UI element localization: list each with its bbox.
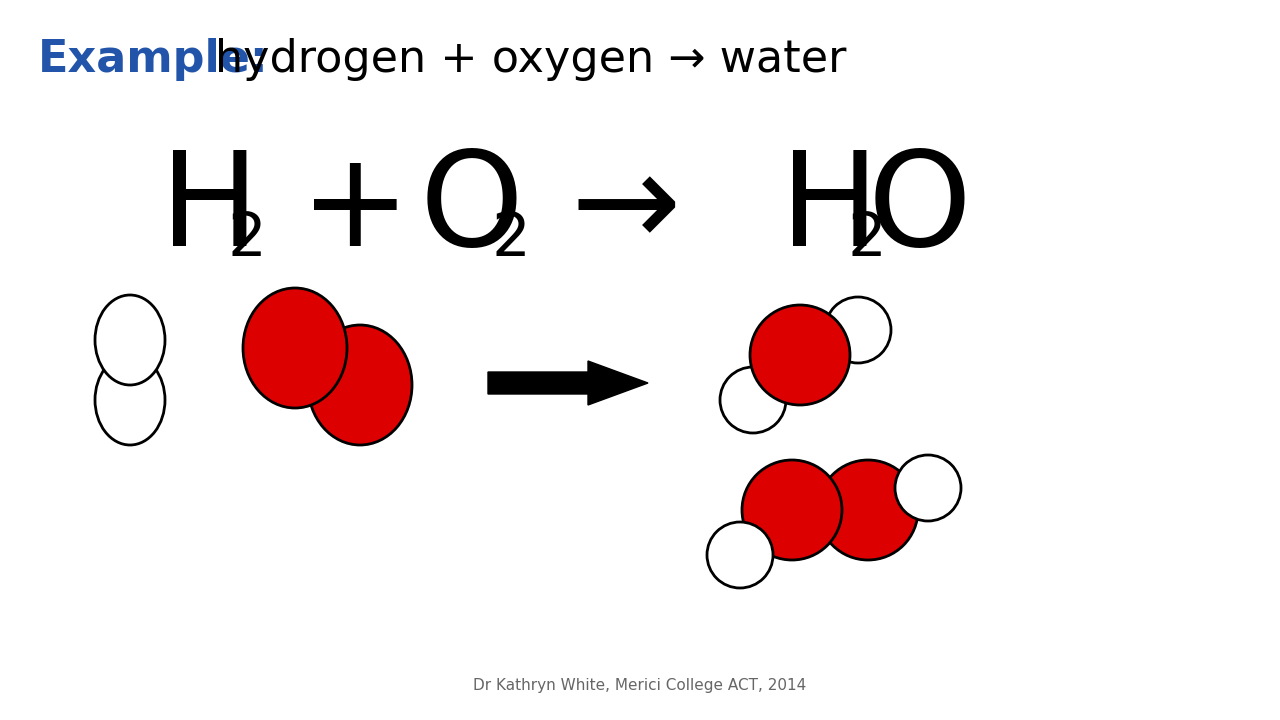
Text: 2: 2	[228, 210, 266, 269]
Ellipse shape	[707, 522, 773, 588]
Text: +: +	[300, 146, 411, 274]
Ellipse shape	[895, 455, 961, 521]
Ellipse shape	[719, 367, 786, 433]
Ellipse shape	[95, 355, 165, 445]
Text: →: →	[570, 146, 681, 274]
Text: O: O	[868, 146, 972, 274]
Text: O: O	[420, 146, 524, 274]
Ellipse shape	[95, 295, 165, 385]
Text: H: H	[160, 146, 260, 274]
Text: 2: 2	[849, 210, 887, 269]
Ellipse shape	[243, 288, 347, 408]
Ellipse shape	[818, 460, 918, 560]
Text: Dr Kathryn White, Merici College ACT, 2014: Dr Kathryn White, Merici College ACT, 20…	[474, 678, 806, 693]
Ellipse shape	[742, 460, 842, 560]
Text: 2: 2	[492, 210, 531, 269]
Ellipse shape	[308, 325, 412, 445]
Ellipse shape	[826, 297, 891, 363]
FancyArrow shape	[488, 361, 648, 405]
Ellipse shape	[750, 305, 850, 405]
Text: Example:: Example:	[38, 38, 269, 81]
Text: hydrogen + oxygen → water: hydrogen + oxygen → water	[215, 38, 846, 81]
Text: H: H	[780, 146, 879, 274]
